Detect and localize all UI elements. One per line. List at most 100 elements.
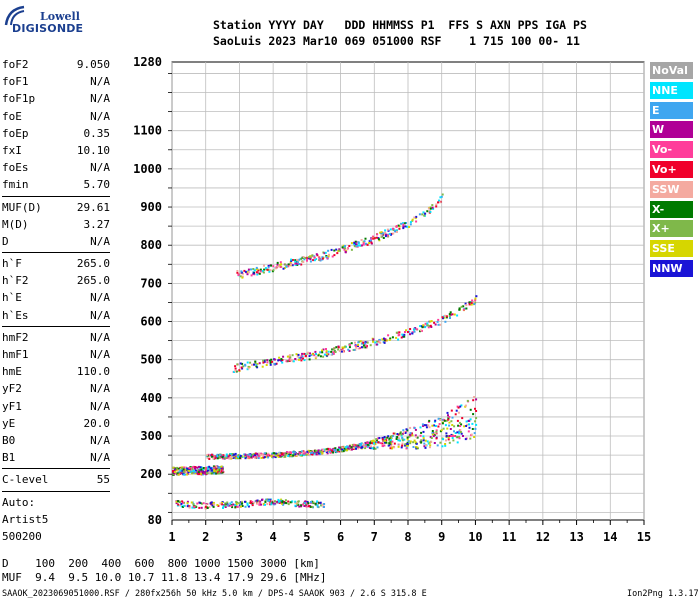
echo-point: [179, 504, 182, 507]
echo-point: [259, 454, 262, 456]
echo-point: [283, 455, 286, 458]
echo-point: [451, 437, 454, 439]
echo-point: [387, 444, 390, 447]
echo-point: [428, 419, 431, 422]
echo-point: [322, 251, 325, 254]
echo-point: [182, 501, 184, 504]
echo-point: [396, 230, 398, 233]
echo-point: [196, 472, 199, 475]
echo-point: [422, 211, 425, 214]
echo-point: [313, 354, 316, 357]
param-value: 55: [96, 473, 110, 487]
echo-point: [318, 501, 321, 504]
echo-point: [375, 441, 378, 444]
echo-point: [471, 299, 474, 302]
echo-point: [458, 421, 461, 424]
echo-point: [204, 507, 207, 510]
echo-point: [258, 503, 261, 506]
echo-point: [220, 503, 223, 506]
echo-point: [303, 359, 306, 362]
echo-point: [341, 450, 343, 453]
echo-point: [179, 466, 182, 469]
echo-point: [322, 506, 325, 508]
echo-point: [291, 264, 294, 267]
echo-point: [458, 432, 461, 435]
echo-point: [246, 361, 249, 364]
echo-point: [183, 504, 186, 507]
echo-point: [216, 453, 219, 456]
echo-point: [202, 467, 205, 469]
echo-point: [437, 323, 440, 326]
echo-point: [312, 449, 315, 452]
echo-point: [411, 331, 414, 334]
echo-point: [206, 456, 209, 459]
echo-point: [380, 235, 383, 238]
echo-point: [384, 235, 387, 238]
echo-point: [437, 201, 439, 204]
echo-point: [460, 423, 463, 426]
panel-divider: [2, 195, 110, 197]
echo-point: [459, 405, 462, 408]
echo-point: [443, 316, 446, 319]
echo-point: [366, 444, 369, 446]
echo-point: [401, 436, 404, 439]
echo-point: [315, 502, 318, 504]
echo-point: [290, 258, 293, 261]
echo-point: [375, 439, 378, 442]
echo-point: [406, 225, 409, 228]
echo-point: [457, 424, 460, 427]
echo-point: [371, 447, 374, 450]
echo-point: [393, 446, 396, 449]
autoscale-line: Artist5: [2, 512, 49, 526]
echo-point: [221, 501, 223, 504]
echo-point: [283, 266, 286, 269]
echo-point: [311, 353, 314, 356]
echo-point: [402, 223, 405, 226]
echo-point: [235, 503, 238, 506]
x-tick-label: 6: [337, 530, 344, 544]
echo-point: [431, 430, 434, 432]
echo-point: [384, 231, 387, 234]
echo-point: [412, 446, 415, 448]
echo-point: [364, 242, 367, 245]
echo-point: [270, 503, 273, 506]
echo-point: [421, 326, 424, 329]
echo-point: [391, 336, 394, 339]
echo-point: [234, 455, 237, 458]
echo-point: [333, 347, 336, 350]
echo-point: [375, 343, 378, 346]
echo-point: [314, 353, 317, 356]
echo-point: [271, 452, 274, 455]
echo-point: [256, 273, 259, 276]
echo-point: [370, 440, 373, 443]
echo-point: [401, 444, 404, 447]
echo-point: [258, 272, 261, 275]
echo-point: [300, 504, 303, 507]
echo-point: [450, 409, 453, 412]
echo-point: [266, 498, 269, 501]
echo-point: [429, 207, 432, 210]
echo-point: [279, 261, 282, 264]
echo-point: [404, 443, 407, 446]
echo-point: [448, 421, 451, 424]
param-row: foF1 N/A: [2, 73, 110, 90]
echo-point: [380, 234, 383, 237]
echo-point: [409, 333, 411, 336]
echo-point: [321, 256, 324, 259]
echo-point: [382, 439, 385, 442]
echo-point: [263, 452, 266, 455]
echo-point: [261, 270, 264, 273]
echo-point: [322, 449, 325, 452]
echo-point: [450, 420, 453, 423]
echo-point: [462, 308, 465, 311]
echo-point: [208, 455, 211, 458]
echo-point: [269, 269, 272, 272]
echo-point: [385, 233, 387, 236]
echo-point: [420, 329, 423, 332]
echo-point: [441, 316, 444, 319]
echo-point: [438, 423, 441, 425]
echo-point: [331, 348, 334, 351]
echo-point: [466, 399, 469, 402]
echo-point: [350, 248, 353, 251]
echo-point: [412, 441, 415, 444]
